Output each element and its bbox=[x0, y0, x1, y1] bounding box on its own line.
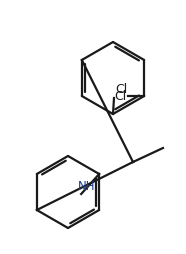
Text: NH: NH bbox=[78, 181, 96, 194]
Text: Cl: Cl bbox=[114, 89, 126, 103]
Text: Cl: Cl bbox=[115, 83, 127, 96]
